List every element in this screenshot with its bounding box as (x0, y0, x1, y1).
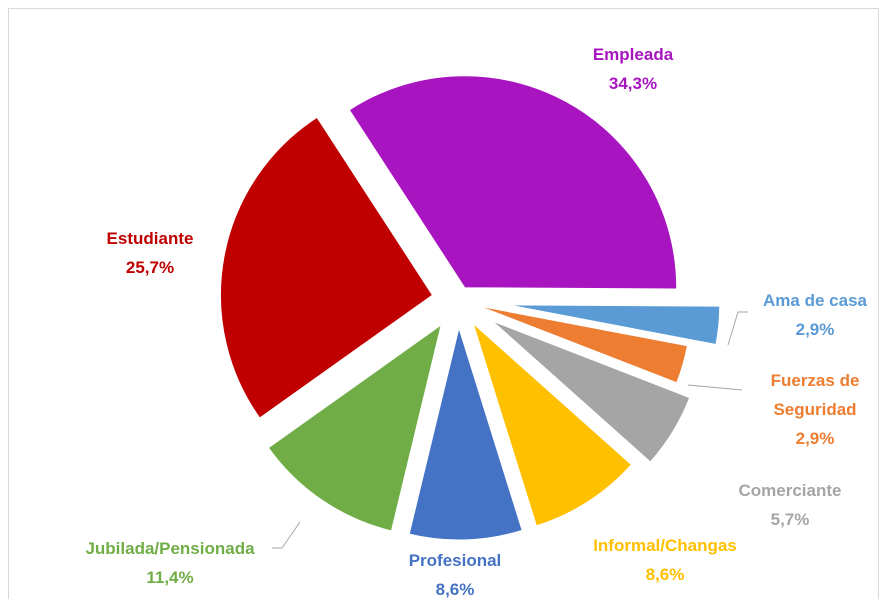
value-label: 8,6% (435, 580, 475, 599)
category-label: Ama de casa (763, 291, 867, 310)
category-label: Jubilada/Pensionada (85, 539, 255, 558)
category-label: Informal/Changas (593, 536, 737, 555)
pie-slice (507, 304, 721, 346)
data-label: Jubilada/Pensionada 11,4% (85, 534, 254, 592)
value-label: 8,6% (645, 565, 685, 584)
pie-slice (408, 326, 523, 541)
data-label: Ama de casa 2,9% (763, 286, 867, 344)
value-label: 11,4% (146, 568, 194, 587)
data-label: Informal/Changas 8,6% (593, 531, 737, 589)
category-label: Fuerzas de Seguridad (770, 371, 860, 419)
chart-frame (8, 8, 879, 599)
pie-slice (348, 75, 678, 290)
value-label: 34,3% (608, 74, 658, 93)
data-label: Empleada 34,3% (593, 40, 673, 98)
data-label: Profesional 8,6% (409, 546, 502, 599)
data-label: Fuerzas de Seguridad 2,9% (755, 366, 875, 453)
category-label: Estudiante (106, 229, 194, 248)
pie-slice (219, 116, 434, 419)
leader-line (727, 311, 748, 346)
leader-line (272, 521, 301, 549)
data-label: Comerciante 5,7% (739, 476, 842, 534)
pie-slice (472, 321, 633, 527)
category-label: Comerciante (738, 481, 842, 500)
value-label: 2,9% (795, 320, 835, 339)
value-label: 2,9% (795, 429, 835, 448)
category-label: Empleada (592, 45, 674, 64)
pie-slice (478, 305, 688, 384)
pie-slice (267, 323, 442, 532)
data-label: Estudiante 25,7% (107, 224, 194, 282)
value-label: 25,7% (125, 258, 175, 277)
pie-slice (491, 320, 691, 463)
leader-line (687, 384, 743, 391)
value-label: 5,7% (770, 510, 810, 529)
category-label: Profesional (408, 551, 502, 570)
